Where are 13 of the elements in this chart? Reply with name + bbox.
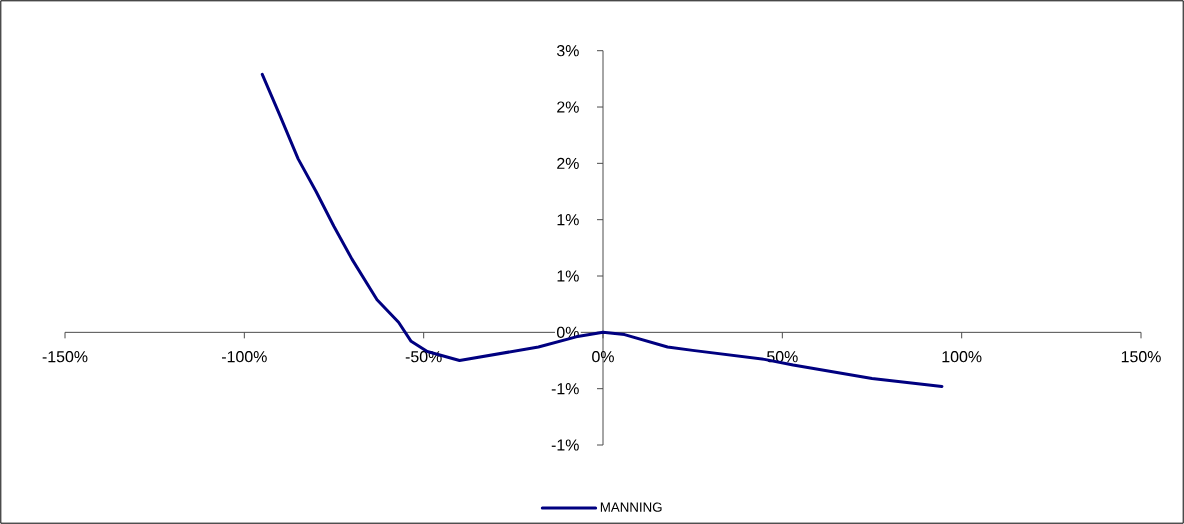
y-tick-label: 2%	[557, 101, 579, 113]
y-tick-label: 1%	[557, 270, 579, 282]
x-tick-label: 0%	[592, 351, 614, 363]
y-tick-label: 1%	[557, 214, 579, 226]
x-tick-label: 150%	[1121, 351, 1161, 363]
x-tick-label: -100%	[222, 351, 267, 363]
y-tick-label: -1%	[551, 383, 579, 395]
legend-label: MANNING	[600, 502, 662, 512]
x-tick-label: 100%	[942, 351, 982, 363]
y-tick-label: 3%	[556, 45, 579, 57]
y-tick-label: 2%	[557, 157, 579, 169]
y-tick-label: -1%	[551, 439, 579, 451]
x-tick-label: -150%	[42, 351, 88, 363]
